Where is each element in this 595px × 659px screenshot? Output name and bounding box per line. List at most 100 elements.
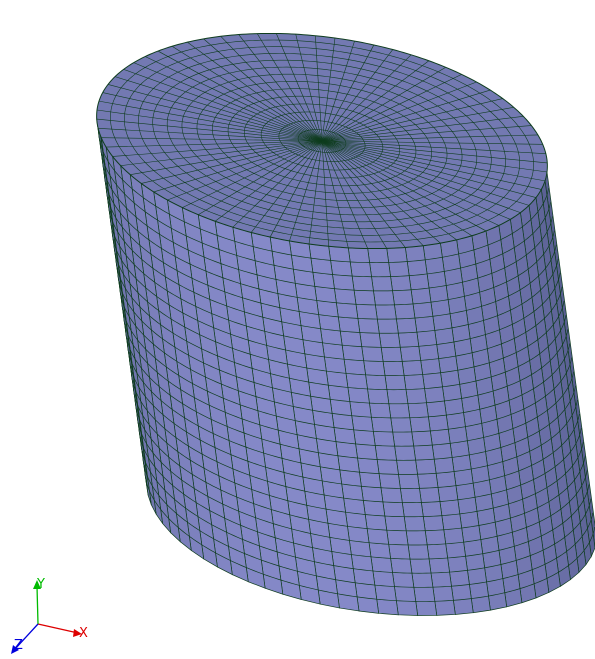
top-mesh-spoke bbox=[321, 67, 446, 142]
top-mesh-ring bbox=[212, 88, 432, 194]
top-mesh-spoke bbox=[321, 140, 548, 173]
top-mesh-spoke bbox=[321, 140, 457, 241]
top-mesh-spoke bbox=[130, 140, 323, 175]
top-mesh-spoke bbox=[308, 140, 323, 245]
top-mesh-ring bbox=[110, 39, 534, 243]
top-mesh-spoke bbox=[321, 40, 355, 142]
top-mesh-spoke bbox=[289, 140, 323, 242]
top-mesh-spoke bbox=[101, 137, 323, 142]
side-mesh-ring bbox=[125, 323, 576, 461]
top-mesh-spoke bbox=[321, 140, 530, 206]
top-mesh-spoke bbox=[321, 140, 349, 248]
side-mesh-ring bbox=[117, 267, 569, 405]
top-mesh-spoke bbox=[198, 140, 323, 215]
top-mesh-spoke bbox=[321, 60, 430, 142]
top-mesh-spoke bbox=[321, 140, 473, 237]
top-mesh-spoke bbox=[321, 140, 387, 249]
top-mesh-spoke bbox=[167, 140, 323, 201]
top-mesh-spoke bbox=[232, 140, 323, 228]
top-mesh-spoke bbox=[315, 35, 323, 142]
side-mesh-ring bbox=[100, 140, 551, 278]
top-mesh-spoke bbox=[214, 140, 323, 222]
cylinder-side-mesh-lines bbox=[98, 126, 595, 602]
top-mesh-ring bbox=[196, 81, 448, 201]
side-mesh-ring bbox=[140, 436, 592, 574]
top-mesh-ring bbox=[297, 129, 347, 153]
top-mesh-spoke bbox=[112, 140, 323, 157]
top-mesh-spoke bbox=[123, 69, 323, 142]
side-mesh-ring bbox=[123, 309, 574, 447]
top-mesh-spoke bbox=[182, 140, 323, 208]
top-mesh-spoke bbox=[321, 140, 542, 190]
top-mesh-ring bbox=[278, 120, 366, 162]
y-axis-label: Y bbox=[36, 577, 45, 592]
top-mesh-spoke bbox=[295, 34, 323, 142]
side-mesh-ring bbox=[105, 182, 557, 320]
side-mesh-ring bbox=[132, 380, 584, 518]
top-mesh-spoke bbox=[321, 49, 394, 142]
top-mesh-spoke bbox=[321, 140, 487, 232]
top-mesh-spoke bbox=[187, 41, 323, 142]
top-mesh-spoke bbox=[102, 92, 323, 142]
side-mesh-ring bbox=[107, 196, 559, 334]
top-mesh-ring bbox=[152, 59, 492, 223]
top-mesh-spoke bbox=[321, 140, 329, 247]
top-mesh-spoke bbox=[321, 140, 424, 246]
top-mesh-spoke bbox=[145, 56, 323, 142]
top-mesh-spoke bbox=[269, 140, 323, 238]
x-axis-line bbox=[37, 623, 79, 634]
top-mesh-spoke bbox=[321, 140, 406, 248]
cylinder-top-mesh-lines bbox=[96, 33, 548, 249]
side-mesh-ring bbox=[138, 422, 590, 560]
side-mesh-ring bbox=[121, 295, 573, 433]
side-mesh-ring bbox=[142, 450, 594, 588]
top-mesh-spoke bbox=[107, 84, 323, 142]
side-mesh-ring bbox=[103, 168, 555, 306]
top-mesh-spoke bbox=[120, 140, 323, 166]
side-mesh-ring bbox=[127, 337, 578, 475]
side-mesh-ring bbox=[113, 239, 565, 376]
top-mesh-spoke bbox=[321, 140, 511, 220]
side-mesh-ring bbox=[115, 253, 567, 391]
top-mesh-spoke bbox=[106, 140, 323, 148]
top-mesh-spoke bbox=[276, 33, 323, 142]
side-mesh-ring bbox=[119, 281, 571, 419]
top-mesh-ring bbox=[181, 73, 463, 209]
x-axis-arrowhead bbox=[73, 629, 82, 637]
top-mesh-spoke bbox=[321, 140, 499, 226]
side-mesh-ring bbox=[111, 224, 563, 362]
top-mesh-ring bbox=[243, 103, 401, 179]
side-mesh-ring bbox=[134, 394, 586, 532]
top-mesh-spoke bbox=[321, 98, 503, 142]
top-mesh-spoke bbox=[321, 116, 524, 142]
top-mesh-spoke bbox=[321, 140, 546, 182]
top-mesh-spoke bbox=[321, 140, 441, 244]
top-mesh-spoke bbox=[157, 50, 323, 142]
top-mesh-spoke bbox=[98, 128, 323, 142]
top-mesh-spoke bbox=[321, 140, 537, 198]
side-mesh-ring bbox=[136, 408, 588, 546]
top-mesh-spoke bbox=[250, 140, 323, 233]
top-mesh-spoke bbox=[153, 140, 323, 193]
top-mesh-spoke bbox=[321, 89, 491, 142]
top-mesh-spoke bbox=[321, 74, 462, 142]
z-axis-label: Z bbox=[14, 638, 23, 653]
top-mesh-spoke bbox=[238, 34, 323, 142]
top-mesh-spoke bbox=[321, 107, 514, 142]
top-mesh-spoke bbox=[96, 118, 323, 142]
top-mesh-ring bbox=[260, 111, 384, 171]
top-mesh-spoke bbox=[114, 76, 323, 142]
side-mesh-ring bbox=[109, 210, 561, 348]
top-mesh-spoke bbox=[133, 62, 323, 142]
top-mesh-ring bbox=[124, 46, 520, 236]
side-mesh-ring bbox=[144, 464, 595, 602]
top-mesh-spoke bbox=[171, 45, 323, 142]
top-mesh-ring bbox=[227, 95, 417, 187]
z-axis-arrowhead bbox=[11, 645, 19, 654]
top-mesh-spoke bbox=[98, 100, 323, 142]
top-mesh-ring bbox=[166, 66, 478, 216]
top-mesh-spoke bbox=[96, 109, 323, 142]
top-mesh-spoke bbox=[321, 125, 532, 142]
